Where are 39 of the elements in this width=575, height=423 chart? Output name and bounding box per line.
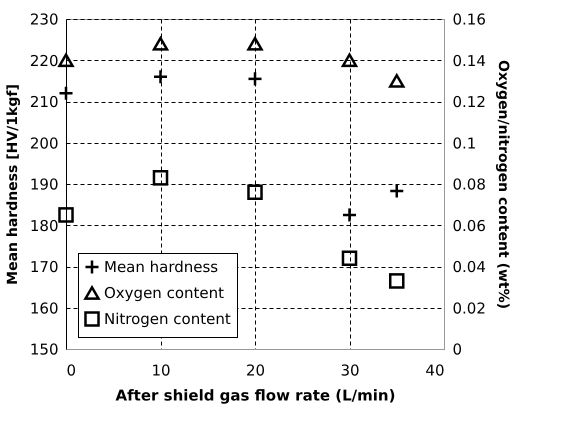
y2-tick-label: 0.04 [452,258,486,276]
x-tick-label: 0 [66,362,76,380]
point [152,36,168,51]
point [388,74,405,88]
point [247,184,263,200]
y2-tick-label: 0.1 [452,134,476,152]
point [58,207,74,223]
point [342,250,358,266]
y-tick-label: 230 [30,10,58,28]
y2-tick-label: 0.02 [452,299,486,318]
y2-tick-label: 0.08 [452,176,486,194]
legend-label: Oxygen content [104,284,224,302]
x-axis-title: After shield gas flow rate (L/min) [116,386,396,404]
point [342,53,358,68]
x-tick-label: 20 [246,362,266,380]
x-tick-label: 30 [340,362,360,380]
x-tick-label: 40 [425,362,444,380]
y-tick-label: 210 [30,93,58,111]
y-tick-label: 190 [30,176,58,194]
y-tick-label: 180 [30,216,58,235]
y2-tick-label: 0.14 [452,52,486,70]
legend-label: Mean hardness [104,258,218,276]
point [388,273,405,289]
y2-tick-label: 0.16 [452,10,486,28]
legend-label: Nitrogen content [104,310,231,328]
y-axis-title: Mean hardness [HV/1kgf] [4,84,21,285]
point [58,53,74,68]
y-tick-label: 160 [30,299,58,318]
y-tick-label: 200 [30,134,58,152]
x-tick-label: 10 [151,362,171,380]
y2-tick-label: 0.06 [452,216,486,235]
y-tick-label: 170 [30,258,58,276]
y2-axis-title: Oxygen/nitrogen content (wt%) [494,60,511,310]
y-tick-label: 150 [30,340,58,358]
point [247,36,263,51]
y2-tick-label: 0 [452,340,462,358]
y2-tick-label: 0.12 [452,93,486,111]
point [152,170,168,186]
y-tick-label: 220 [30,52,58,70]
